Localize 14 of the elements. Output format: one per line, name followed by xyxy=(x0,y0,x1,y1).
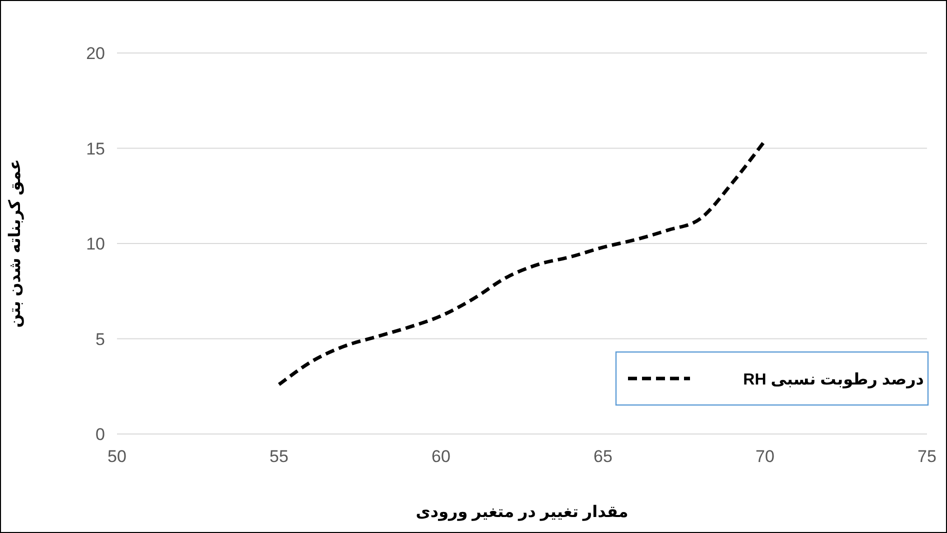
x-tick-label: 70 xyxy=(756,447,774,466)
x-tick-label: 60 xyxy=(432,447,450,466)
x-tick-label: 75 xyxy=(918,447,936,466)
y-tick-label: 0 xyxy=(96,425,105,444)
legend-item: درصد رطوبت نسبی RH xyxy=(628,372,924,388)
y-tick-label: 5 xyxy=(96,330,105,349)
x-tick-label: 55 xyxy=(270,447,288,466)
x-tick-label: 50 xyxy=(108,447,126,466)
x-axis-title: مقدار تغییر در متغیر ورودی xyxy=(416,504,628,521)
y-tick-label: 10 xyxy=(86,234,105,254)
y-tick-label: 15 xyxy=(86,139,105,158)
y-tick-label: 20 xyxy=(86,44,105,63)
x-tick-label: 65 xyxy=(594,447,612,466)
y-axis-title: عمق کربناته شدن بتن xyxy=(7,159,24,328)
